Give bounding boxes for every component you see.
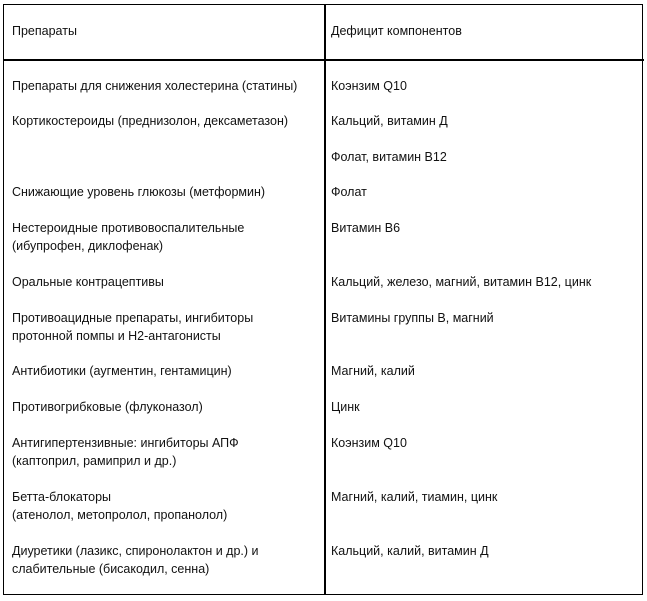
drug-cell: Кортикостероиды (преднизолон, дексаметаз… (12, 114, 289, 128)
deficit-cell: Фолат (331, 185, 367, 199)
drug-cell: Оральные контрацептивы (12, 275, 164, 289)
header-divider (3, 59, 644, 61)
drug-cell: Бетта-блокаторы (атенолол, метопролол, п… (12, 490, 228, 522)
drug-cell: Антигипертензивные: ингибиторы АПФ (капт… (12, 436, 239, 468)
drug-cell: Антибиотики (аугментин, гентамицин) (12, 364, 232, 378)
deficit-cell: Витамин В6 (331, 221, 401, 235)
drug-cell: Снижающие уровень глюкозы (метформин) (12, 185, 266, 199)
header-deficit: Дефицит компонентов (331, 24, 462, 38)
drug-cell: Противоацидные препараты, ингибиторы про… (12, 311, 254, 343)
drug-cell: Нестероидные противовоспалительные (ибуп… (12, 221, 245, 253)
drug-cell: Противогрибковые (флуконазол) (12, 400, 203, 414)
deficit-cell: Коэнзим Q10 (331, 436, 407, 450)
deficit-cell: Кальций, калий, витамин Д (331, 544, 489, 558)
deficit-cell: Кальций, витамин Д (331, 114, 448, 128)
deficit-cell: Магний, калий (331, 364, 415, 378)
deficit-cell: Витамины группы В, магний (331, 311, 494, 325)
drug-cell: Препараты для снижения холестерина (стат… (12, 79, 298, 93)
table-border (3, 4, 643, 595)
drug-cell: Диуретики (лазикс, спиронолактон и др.) … (12, 544, 259, 576)
header-drugs: Препараты (12, 24, 77, 38)
deficit-cell: Магний, калий, тиамин, цинк (331, 490, 498, 504)
deficit-cell: Коэнзим Q10 (331, 79, 407, 93)
column-divider (324, 4, 326, 595)
deficit-cell: Кальций, железо, магний, витамин В12, ци… (331, 275, 592, 289)
deficit-cell: Фолат, витамин В12 (331, 150, 447, 164)
deficit-cell: Цинк (331, 400, 360, 414)
